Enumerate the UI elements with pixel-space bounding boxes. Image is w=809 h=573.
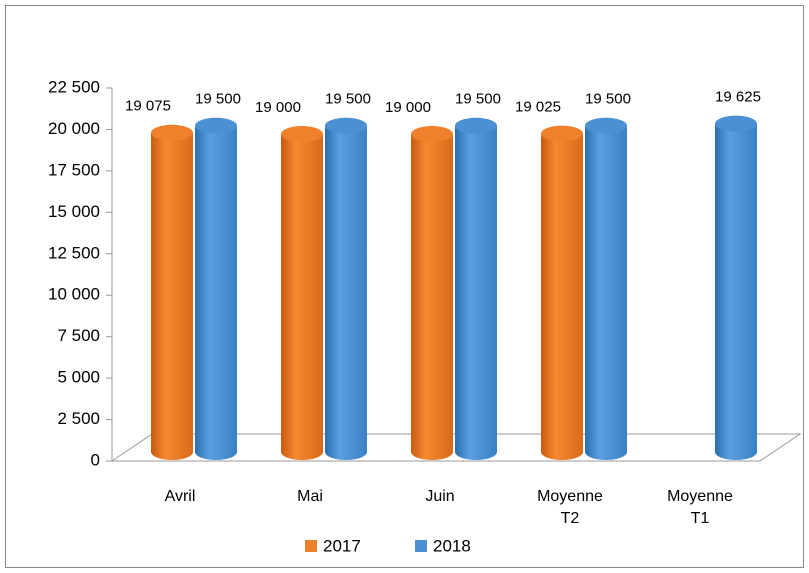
y-tick-label: 12 500 [48, 243, 100, 262]
bar-body [325, 125, 367, 452]
data-label: 19 625 [715, 89, 761, 106]
data-label: 19 025 [515, 99, 561, 116]
bar-body [455, 125, 497, 452]
legend-swatch [305, 540, 317, 552]
bar-top [715, 115, 757, 132]
bar [281, 126, 323, 460]
bar-body [281, 134, 323, 452]
bar-body [411, 134, 453, 452]
bar-body [585, 125, 627, 452]
y-tick-label: 10 000 [48, 285, 100, 304]
bar-body [541, 133, 583, 452]
bar-top [325, 117, 367, 134]
legend-label: 2017 [323, 536, 361, 555]
legend-swatch [415, 540, 427, 552]
y-tick-label: 0 [91, 450, 100, 469]
bar-top [411, 126, 453, 143]
x-tick-label: Moyenne T2 [537, 488, 603, 527]
y-tick-label: 17 500 [48, 160, 100, 179]
bar-top [585, 117, 627, 134]
bar [541, 125, 583, 460]
bar-top [151, 124, 193, 141]
legend-label: 2018 [433, 536, 471, 555]
x-tick-label: Avril [164, 488, 196, 505]
bar-top [541, 125, 583, 142]
bar [195, 117, 237, 460]
bar-body [715, 123, 757, 453]
y-tick-label: 7 500 [57, 326, 100, 345]
bar [151, 124, 193, 460]
bar-top [455, 117, 497, 134]
chart-frame [5, 5, 804, 568]
bar-top [195, 117, 237, 134]
bar-body [195, 125, 237, 452]
bar [585, 117, 627, 460]
bar [325, 117, 367, 460]
y-tick-label: 5 000 [57, 368, 100, 387]
x-tick-label: Juin [425, 488, 455, 505]
data-label: 19 000 [385, 99, 431, 116]
y-tick-label: 20 000 [48, 119, 100, 138]
x-tick-label: Moyenne T1 [667, 488, 733, 527]
x-tick-label: Mai [297, 488, 323, 505]
bar [411, 126, 453, 460]
data-label: 19 075 [125, 98, 171, 115]
data-label: 19 500 [585, 91, 631, 108]
data-label: 19 500 [325, 91, 371, 108]
floor [110, 433, 802, 462]
bar-body [151, 132, 193, 453]
bar [455, 117, 497, 460]
y-tick-label: 15 000 [48, 202, 100, 221]
y-tick-label: 2 500 [57, 409, 100, 428]
bar-top [281, 126, 323, 143]
data-label: 19 500 [455, 91, 501, 108]
data-label: 19 500 [195, 91, 241, 108]
y-tick-label: 22 500 [48, 77, 100, 96]
data-label: 19 000 [255, 99, 301, 116]
bar [715, 115, 757, 460]
